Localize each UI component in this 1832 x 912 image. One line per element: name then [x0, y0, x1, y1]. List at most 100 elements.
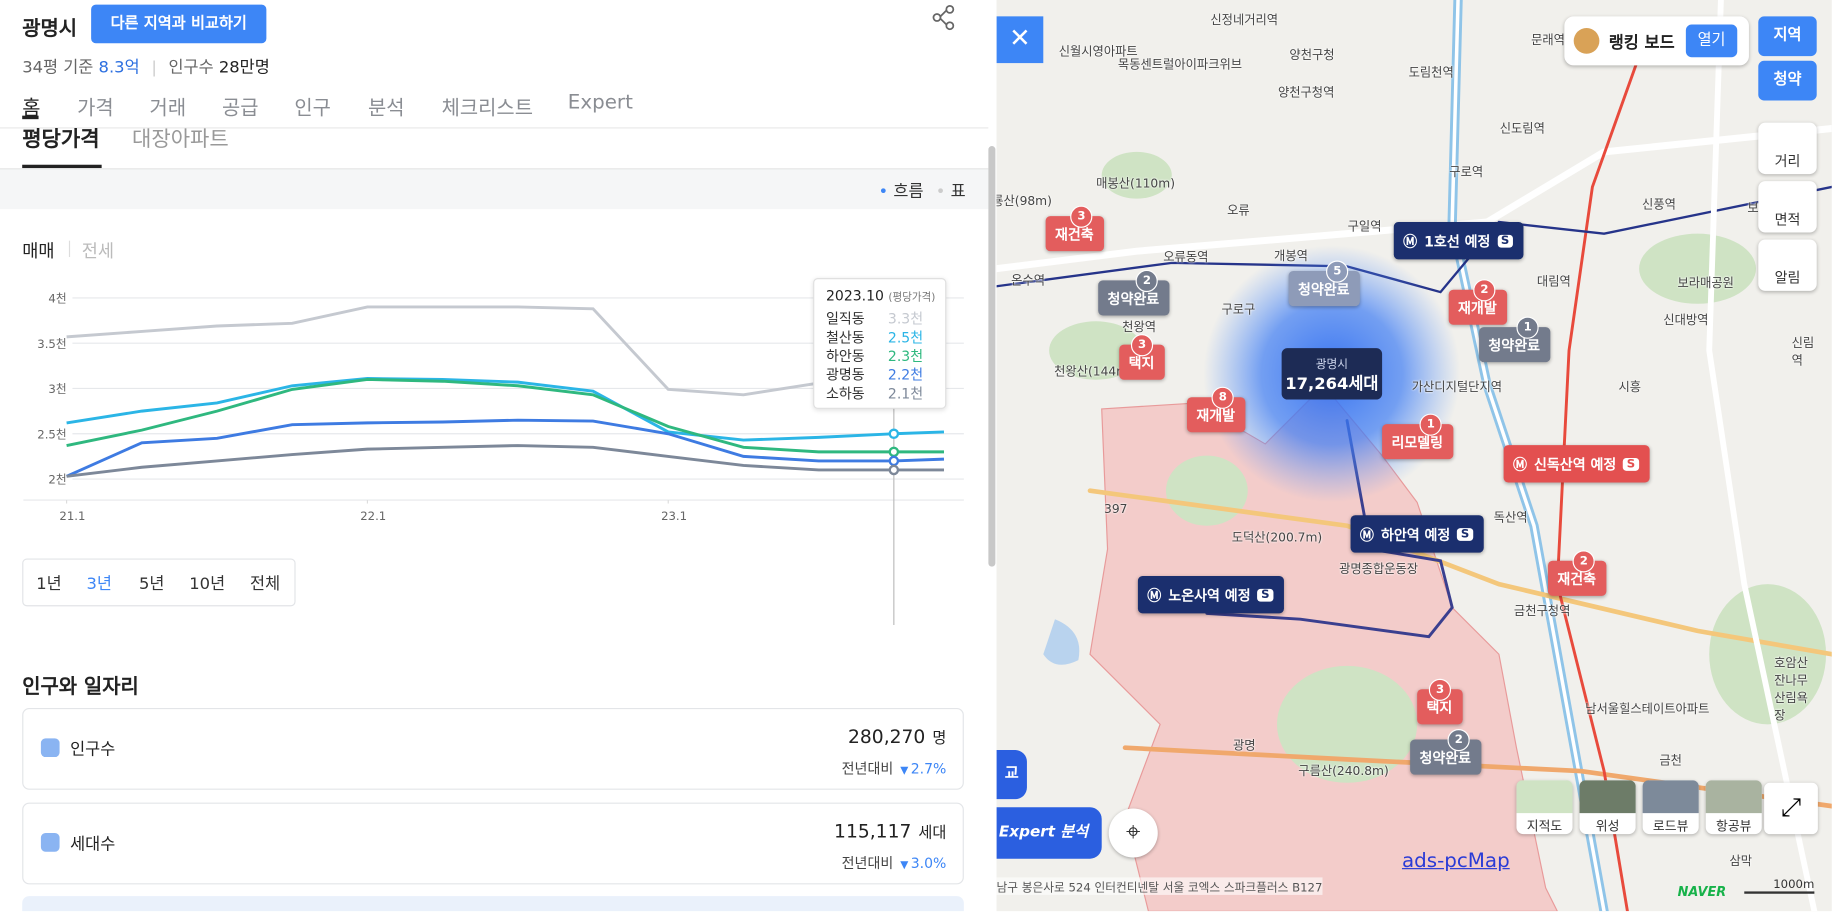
series-line [65, 418, 945, 478]
marker-count: 2 [1447, 729, 1470, 752]
stat-value-line: 280,270 명 [848, 726, 946, 748]
layer-button[interactable]: 위성 [1579, 780, 1636, 835]
main-tab[interactable]: 거래 [149, 96, 187, 121]
station-marker[interactable]: Ⓜ 하안역 예정 S [1350, 515, 1484, 553]
stat-label: 인구수 [70, 740, 116, 760]
left-tab[interactable]: 교 [996, 750, 1027, 800]
divider: | [151, 58, 157, 78]
period-button[interactable]: 1년 [36, 574, 62, 594]
period-button[interactable]: 전체 [250, 574, 281, 594]
main-tab[interactable]: 분석 [368, 96, 405, 121]
deal-tab[interactable]: 매매 [22, 240, 55, 262]
map-marker[interactable]: 청약완료 2 [1410, 729, 1482, 775]
station-label: 노온사역 예정 [1168, 587, 1251, 604]
place-label: 양천구청 [1289, 48, 1335, 63]
map-marker[interactable]: 재개발 2 [1448, 279, 1508, 325]
sub-tab[interactable]: 평당가격 [22, 127, 100, 152]
locate-button[interactable]: ⌖ [1108, 808, 1158, 858]
map-marker[interactable]: 택지 3 [1119, 334, 1165, 380]
layer-button[interactable]: 로드뷰 [1642, 780, 1699, 835]
compare-button-label: 다른 지역과 비교하기 [110, 15, 247, 33]
map-marker[interactable]: 택지 3 [1417, 678, 1463, 725]
open-button[interactable]: 열기 [1685, 24, 1738, 58]
main-tab[interactable]: 가격 [77, 96, 114, 121]
marker-count: 1 [1516, 316, 1539, 339]
side-button[interactable]: 청약 [1758, 60, 1817, 101]
main-tab[interactable]: 체크리스트 [441, 96, 533, 121]
place-label: 시흥 [1618, 380, 1642, 395]
tooltip-series: 철산동 [825, 329, 865, 346]
station-icon: Ⓜ [1512, 456, 1527, 473]
layer-button[interactable]: 지적도 [1516, 780, 1573, 835]
close-button[interactable]: ✕ [996, 16, 1044, 64]
period-button[interactable]: 5년 [139, 574, 165, 594]
share-icon[interactable] [931, 4, 957, 32]
place-label: 오류 [1227, 203, 1250, 218]
tool-button[interactable]: 면적 [1758, 181, 1817, 233]
station-marker[interactable]: Ⓜ 1호선 예정 S [1393, 221, 1524, 260]
stat-value: 115,117 [834, 820, 912, 843]
sub-tab[interactable]: 대장아파트 [132, 127, 229, 152]
tool-button[interactable]: 알림 [1758, 239, 1817, 291]
compare-button[interactable]: 다른 지역과 비교하기 [91, 4, 267, 44]
y-tick-label: 2천 [48, 473, 66, 487]
main-tab[interactable]: 공급 [221, 96, 259, 121]
station-icon: Ⓜ [1359, 526, 1374, 543]
ad-link[interactable]: ads-pcMap [1401, 849, 1510, 873]
stat-icon [40, 738, 60, 758]
view-toggle[interactable]: • 흐름 • 표 [878, 182, 966, 201]
side-button[interactable]: 지역 [1758, 16, 1817, 57]
place-label: 도덕산(200.7m) [1231, 530, 1323, 546]
marker-label: 리모델링 [1391, 434, 1444, 451]
period-button[interactable]: 3년 [86, 574, 112, 594]
map[interactable]: 신정네거리역 신월시영아파트 목동센트럴아이파크위브 양천구청 양천구청역 도림천역 문래역… [996, 0, 1832, 912]
place-label: 구일역 [1347, 220, 1382, 235]
map-marker[interactable]: 청약완료 2 [1098, 269, 1170, 316]
hover-dot [888, 464, 900, 476]
scrollbar[interactable] [988, 146, 996, 567]
toggle-table[interactable]: 표 [950, 182, 966, 201]
marker-count: 2 [1135, 269, 1158, 293]
tooltip-series: 하안동 [825, 348, 865, 365]
layer-label: 지적도 [1526, 818, 1563, 835]
map-marker[interactable]: 재건축 3 [1045, 205, 1105, 252]
expert-button[interactable]: Expert 분석 [996, 807, 1102, 859]
map-marker[interactable]: 리모델링 1 [1382, 413, 1454, 460]
deal-tab[interactable]: 전세 [81, 240, 115, 262]
main-tab[interactable]: 홈 [22, 96, 41, 121]
layer-button[interactable]: 항공뷰 [1705, 780, 1762, 835]
tooltip-series: 일직동 [825, 310, 865, 328]
stat-change-line: 전년대비 ▼ 3.0% [842, 853, 947, 873]
station-marker[interactable]: Ⓜ 노온사역 예정 S [1137, 575, 1284, 614]
region-name: 광명시 [22, 17, 78, 41]
center-badge[interactable]: 광명시 17,264세대 [1281, 348, 1383, 400]
marker-label: 청약완료 [1488, 337, 1541, 354]
station-icon: Ⓜ [1147, 587, 1162, 604]
toggle-flow[interactable]: 흐름 [893, 182, 924, 201]
main-tab[interactable]: Expert [567, 91, 633, 115]
map-marker[interactable]: 청약완료 5 [1288, 260, 1361, 307]
stat-unit: 명 [932, 730, 947, 748]
map-marker[interactable]: 재개발 8 [1186, 386, 1246, 433]
place-label: 금천구청역 [1513, 604, 1571, 619]
stat-arrow: ▼ [900, 859, 909, 872]
station-marker[interactable]: Ⓜ 신독산역 예정 S [1503, 445, 1650, 483]
tooltip-title: 2023.10 (평당가격) [826, 287, 935, 303]
marker-count: 3 [1428, 678, 1452, 701]
left-panel: 광명시 다른 지역과 비교하기 34평 기준 8.3억 | 인구수 28만명 홈 가격… [0, 4, 989, 912]
marker-label: 재개발 [1458, 299, 1497, 317]
station-badge: S [1457, 527, 1473, 541]
marker-count: 8 [1211, 386, 1234, 409]
tool-button[interactable]: 거리 [1758, 122, 1817, 175]
fullscreen-button[interactable]: ⤢ [1764, 782, 1818, 835]
hover-dot [888, 446, 900, 458]
main-tab[interactable]: 인구 [294, 96, 331, 121]
period-button[interactable]: 10년 [189, 574, 226, 594]
place-label: 도림천역 [1408, 66, 1454, 81]
marker-label: 청약완료 [1297, 280, 1350, 298]
marker-label: 청약완료 [1107, 290, 1160, 307]
series-line [66, 444, 944, 478]
map-marker[interactable]: 재건축 2 [1547, 550, 1607, 596]
ranking-board[interactable]: 랭킹 보드 열기 [1564, 16, 1749, 66]
map-marker[interactable]: 청약완료 1 [1479, 316, 1551, 363]
